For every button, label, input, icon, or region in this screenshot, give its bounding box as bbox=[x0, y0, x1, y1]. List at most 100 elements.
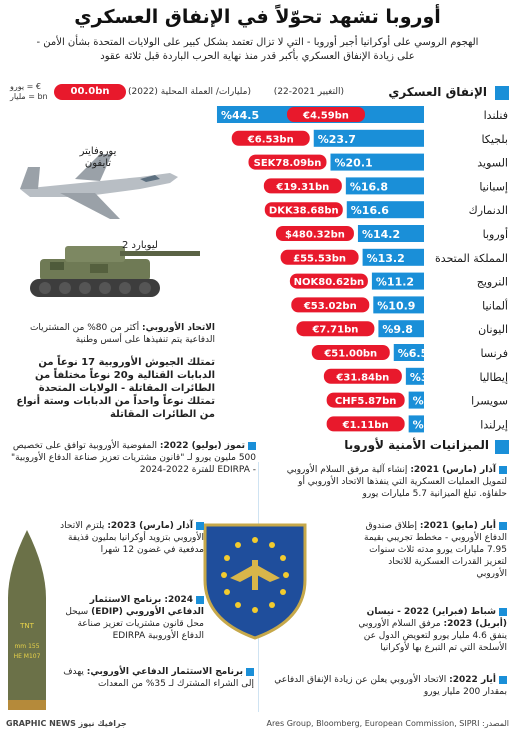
eu-defense-shield-icon bbox=[203, 523, 307, 640]
spending-pill-13 bbox=[326, 416, 405, 432]
spending-pill-9 bbox=[296, 321, 375, 337]
bar-6 bbox=[362, 248, 424, 266]
country-label-5: أوروبا bbox=[483, 227, 508, 241]
spending-label-11: €31.84bn bbox=[335, 372, 389, 383]
item-text: يهدف إلى الشراء المشترك لـ 35% من المعدا… bbox=[63, 667, 254, 689]
budget-item-right-3: شباط (فبراير) 2022 - نيسان (أبريل) 2023:… bbox=[357, 606, 507, 654]
spending-pill-10 bbox=[311, 345, 390, 360]
country-label-2: السويد bbox=[477, 157, 508, 170]
spending-label-13: €1.11bn bbox=[342, 420, 389, 431]
item-head: آذار (مارس) 2023: bbox=[107, 521, 193, 531]
spending-label-1: €6.53bn bbox=[247, 134, 294, 145]
bar-8 bbox=[373, 296, 424, 314]
change-label-5: %14.2 bbox=[362, 228, 400, 241]
spending-chart: %44.5 €4.59bn فنلندا %23.7 €6.53bn بلجيكا %20.… bbox=[20, 106, 508, 433]
tank-label: ليوبارد 2 bbox=[122, 240, 158, 251]
spending-label-3: €19.31bn bbox=[275, 182, 329, 193]
budget-item-right-2: أيار (مايو) 2021: إطلاق صندوق الدفاع الأ… bbox=[357, 520, 507, 580]
spending-label-10: €51.00bn bbox=[323, 349, 377, 360]
page-title: أوروبا تشهد تحوّلاً في الإنفاق العسكري bbox=[74, 6, 441, 28]
subtitle-line-2: على زيادة الإنفاق العسكري بأكبر قدر منذ … bbox=[100, 51, 415, 62]
budget-item-left-4: برنامج الاستثمار الدفاعي الأوروبي: يهدف … bbox=[54, 666, 254, 690]
budgets-square-icon bbox=[495, 440, 509, 454]
change-label-3: %16.8 bbox=[350, 180, 388, 193]
subtitle-line-1: الهجوم الروسي على أوكرانيا أجبر أوروبا -… bbox=[36, 37, 479, 48]
item-text: إطلاق صندوق الدفاع الأوروبي - مخطط تجريب… bbox=[364, 521, 507, 579]
change-label-4: %16.6 bbox=[351, 204, 390, 217]
bar-9 bbox=[378, 320, 424, 338]
shell-label-type: HE M107 bbox=[14, 653, 41, 660]
country-label-7: النرويج bbox=[477, 276, 508, 289]
spending-pill-1 bbox=[231, 130, 310, 146]
item-head: أيار 2022: bbox=[449, 675, 496, 685]
spending-pill-4 bbox=[264, 202, 343, 218]
item-head: أيار (مايو) 2021: bbox=[419, 521, 496, 531]
change-label-2: %20.1 bbox=[334, 157, 372, 170]
bar-7 bbox=[371, 272, 424, 290]
bullet-icon bbox=[196, 595, 204, 604]
eurofighter-jet-icon bbox=[20, 154, 178, 219]
army-note: تمتلك الجيوش الأوروبية 17 نوعاً من الدبا… bbox=[16, 357, 215, 420]
budget-item-left-1: تموز (يوليو) 2022: المفوضية الأوروبية تو… bbox=[6, 440, 256, 476]
spending-pill-5 bbox=[275, 226, 354, 241]
spending-label-12: CHF5.87bn bbox=[335, 396, 397, 407]
spending-pill-7 bbox=[289, 273, 368, 289]
change-label-1: %23.7 bbox=[318, 133, 356, 146]
bars-group: %44.5 €4.59bn فنلندا %23.7 €6.53bn بلجيكا %20.… bbox=[216, 106, 508, 433]
spending-label-2: SEK78.09bn bbox=[254, 158, 322, 169]
defense-industry-note: الاتحاد الأوروبي: أكثر من 80% من المشتري… bbox=[10, 322, 215, 346]
budget-item-left-3: 2024: برنامج الاستثمار الدفاعي الأوروبي … bbox=[54, 594, 204, 642]
item-text: مرفق السلام الأوروبي ينفق 4.6 مليار يورو… bbox=[358, 619, 507, 653]
spending-pill-0 bbox=[286, 107, 365, 122]
country-label-6: المملكة المتحدة bbox=[435, 252, 508, 265]
bar-10 bbox=[393, 344, 424, 361]
item-text: الاتحاد الأوروبي يعلن عن زيادة الإنفاق ا… bbox=[274, 675, 507, 697]
change-label-6: %13.2 bbox=[367, 252, 405, 265]
change-label-8: %10.9 bbox=[377, 299, 415, 312]
bullet-icon bbox=[248, 441, 256, 450]
bar-1 bbox=[313, 129, 424, 147]
country-label-1: بلجيكا bbox=[481, 133, 508, 146]
item-head: 2024: برنامج الاستثمار الدفاعي الأوروبي … bbox=[89, 595, 204, 617]
spending-label-7: NOK80.62bn bbox=[294, 277, 365, 288]
bar-13 bbox=[408, 415, 424, 433]
change-label-12: %3.3 bbox=[413, 395, 444, 408]
item-head: تموز (يوليو) 2022: bbox=[159, 441, 245, 451]
item-head: آذار (مارس) 2021: bbox=[410, 465, 496, 475]
spending-pill-12 bbox=[326, 392, 405, 408]
bullet-icon bbox=[499, 607, 507, 616]
bar-11 bbox=[405, 367, 424, 385]
jet-label: يوروفايتر تايفون bbox=[79, 146, 117, 169]
shell-label-tnt: TNT bbox=[19, 622, 35, 630]
bullet-icon bbox=[499, 521, 507, 530]
change-label-9: %9.8 bbox=[382, 323, 413, 336]
bullet-icon bbox=[499, 465, 507, 474]
change-label-10: %6.5 bbox=[398, 347, 429, 360]
change-note: (التغيير 2021-22) bbox=[273, 87, 344, 97]
country-label-11: إيطاليا bbox=[479, 371, 508, 384]
bullet-icon bbox=[499, 675, 507, 684]
spending-label-4: DKK38.68bn bbox=[269, 206, 339, 217]
legend-unit-bn: bn = مليار bbox=[10, 92, 48, 101]
artillery-shell-icon: TNT 155 mm HE M107 bbox=[8, 530, 46, 710]
section-title: الإنفاق العسكري bbox=[388, 85, 487, 99]
graphic-news-logo: GRAPHIC NEWS جرافيك نيوز bbox=[6, 719, 127, 728]
leopard-tank-icon bbox=[30, 246, 200, 297]
item-text: سيحل محل قانون مشتريات تعزيز صناعة الدفا… bbox=[65, 607, 204, 641]
item-text: إنشاء آلية مرفق السلام الأوروبي لتمويل ا… bbox=[286, 465, 507, 499]
budgets-section-header: الميزانيات الأمنية لأوروبا bbox=[270, 438, 509, 456]
bar-2 bbox=[330, 153, 424, 171]
spending-pill-6 bbox=[280, 249, 359, 265]
country-label-8: ألمانيا bbox=[482, 298, 508, 312]
source-text: المصدر: Ares Group, Bloomberg, European … bbox=[266, 719, 509, 728]
bar-4 bbox=[346, 201, 424, 219]
item-text: المفوضية الأوروبية توافق على تخصيص 500 م… bbox=[11, 441, 256, 475]
country-label-9: اليونان bbox=[478, 323, 508, 336]
spending-label-5: $480.32bn bbox=[285, 230, 345, 241]
spending-section-header: الإنفاق العسكري (التغيير 2021-22) (مليار… bbox=[6, 82, 509, 104]
defense-note-text: أكثر من 80% من المشتريات الدفاعية يتم تن… bbox=[29, 323, 215, 345]
bullet-icon bbox=[196, 521, 204, 530]
legend-unit-euro: € = يورو bbox=[10, 82, 41, 91]
spending-label-6: £55.53bn bbox=[293, 253, 346, 264]
budget-item-right-4: أيار 2022: الاتحاد الأوروبي يعلن عن زياد… bbox=[269, 674, 507, 698]
